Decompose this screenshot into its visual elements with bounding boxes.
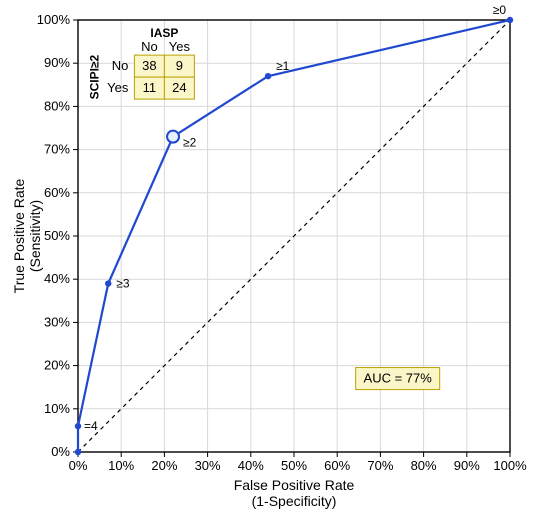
roc-point-label: =4 xyxy=(84,419,98,433)
x-tick-label: 20% xyxy=(151,458,177,473)
roc-point-label: ≥2 xyxy=(183,136,197,150)
table-col-label: Yes xyxy=(169,39,191,54)
x-tick-label: 60% xyxy=(324,458,350,473)
x-tick-label: 100% xyxy=(493,458,527,473)
table-row-label: No xyxy=(112,58,129,73)
roc-point xyxy=(507,17,513,23)
x-tick-label: 90% xyxy=(454,458,480,473)
x-tick-label: 50% xyxy=(281,458,307,473)
y-tick-label: 80% xyxy=(44,98,70,113)
y-tick-label: 90% xyxy=(44,55,70,70)
roc-point-label: ≥0 xyxy=(493,3,507,17)
roc-point-open xyxy=(167,131,179,143)
table-title-left: SCIPI≥2 xyxy=(87,54,101,99)
x-tick-label: 80% xyxy=(411,458,437,473)
y-tick-label: 40% xyxy=(44,271,70,286)
roc-point xyxy=(75,423,81,429)
x-axis-label-1: False Positive Rate xyxy=(234,477,355,493)
table-cell-value: 24 xyxy=(172,80,186,95)
roc-point xyxy=(265,73,271,79)
y-axis-label-2: (Sensitivity) xyxy=(27,200,43,272)
roc-point xyxy=(105,280,111,286)
x-axis-label-2: (1-Specificity) xyxy=(252,493,337,509)
table-col-label: No xyxy=(141,39,158,54)
x-tick-label: 30% xyxy=(195,458,221,473)
table-cell-value: 9 xyxy=(176,58,183,73)
table-row-label: Yes xyxy=(107,80,129,95)
x-tick-label: 0% xyxy=(69,458,88,473)
auc-label: AUC = 77% xyxy=(364,371,433,386)
roc-chart: 0%0% 10% 10% 20% 20% 30% 30% 40% 40% 50% 50% 60% 60%… xyxy=(0,0,537,513)
x-tick-label: 40% xyxy=(238,458,264,473)
y-tick-label: 10% xyxy=(44,401,70,416)
x-tick-label: 70% xyxy=(367,458,393,473)
y-tick-label: 50% xyxy=(44,228,70,243)
roc-point-label: ≥3 xyxy=(116,277,130,291)
y-tick-label: 70% xyxy=(44,142,70,157)
x-tick-label: 10% xyxy=(108,458,134,473)
y-tick-label: 30% xyxy=(44,314,70,329)
y-tick-label: 60% xyxy=(44,185,70,200)
y-tick-label: 20% xyxy=(44,358,70,373)
table-title-top: IASP xyxy=(150,26,178,40)
table-cell-value: 38 xyxy=(142,58,156,73)
y-tick-label: 100% xyxy=(37,12,71,27)
table-cell-value: 11 xyxy=(143,80,157,95)
roc-point xyxy=(75,449,81,455)
roc-point-label: ≥1 xyxy=(276,59,290,73)
y-axis-label-1: True Positive Rate xyxy=(11,178,27,293)
y-tick-label: 0% xyxy=(51,444,70,459)
